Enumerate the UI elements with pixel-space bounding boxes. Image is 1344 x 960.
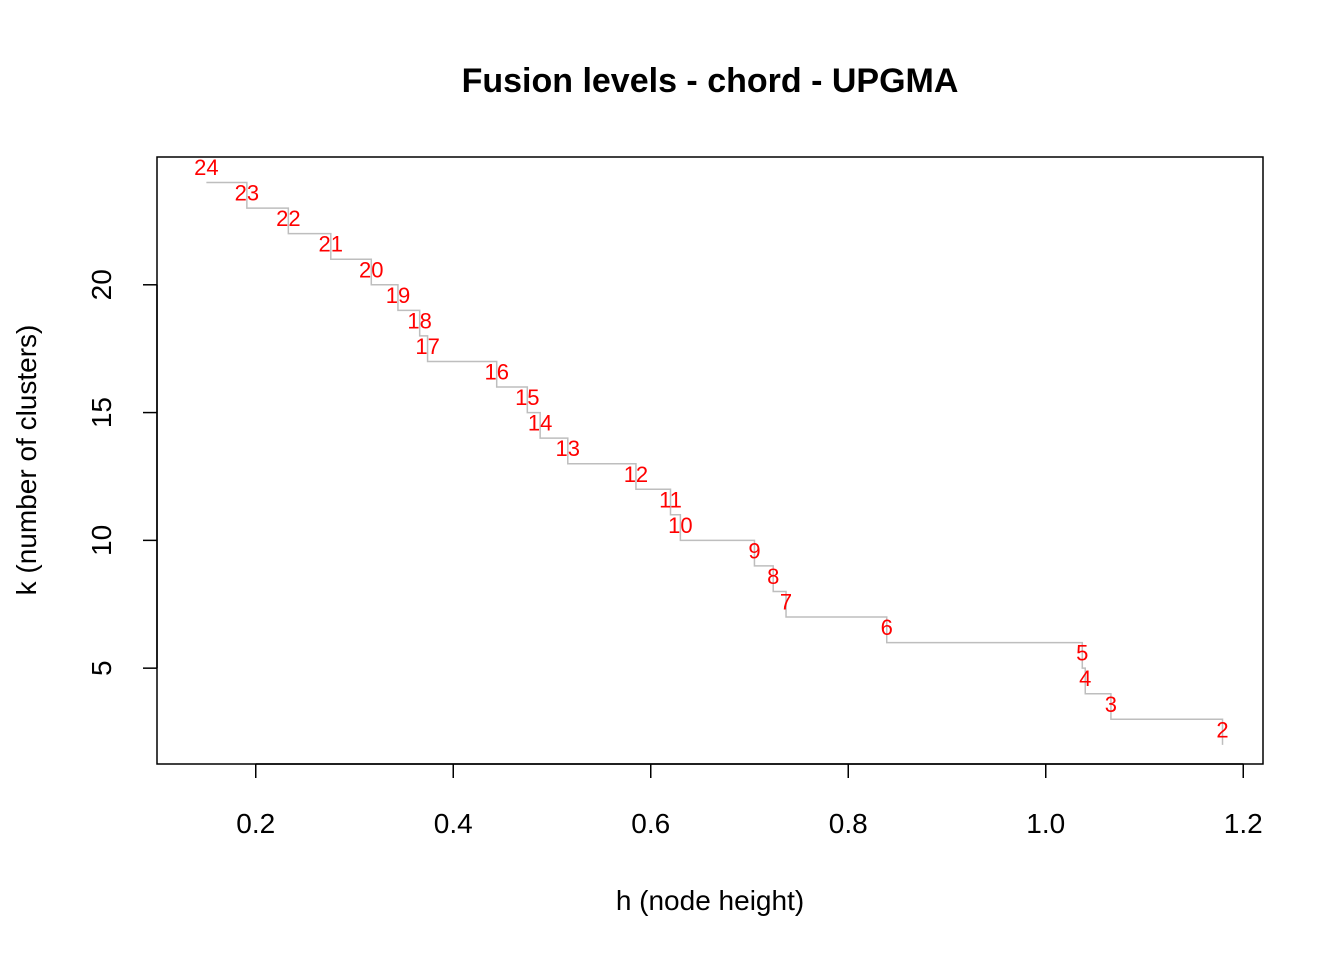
x-tick-label: 0.8 — [829, 808, 868, 839]
x-axis-label: h (node height) — [616, 885, 804, 916]
point-label: 12 — [624, 462, 648, 487]
y-axis: 5 10 15 20 — [86, 269, 158, 676]
point-label: 20 — [359, 257, 383, 282]
y-tick-label: 5 — [86, 660, 117, 676]
y-tick-label: 15 — [86, 397, 117, 428]
point-label: 14 — [528, 411, 552, 436]
y-tick-label: 10 — [86, 525, 117, 556]
point-label: 8 — [767, 564, 779, 589]
fusion-step-line — [206, 181, 1224, 745]
point-label: 13 — [556, 436, 580, 461]
point-label: 21 — [319, 232, 343, 257]
x-tick-label: 0.4 — [434, 808, 473, 839]
point-label: 3 — [1105, 692, 1117, 717]
point-label: 5 — [1076, 641, 1088, 666]
point-label: 22 — [276, 206, 300, 231]
x-tick-label: 1.0 — [1026, 808, 1065, 839]
x-tick-label: 1.2 — [1224, 808, 1263, 839]
x-axis: 0.2 0.4 0.6 0.8 1.0 1.2 — [236, 763, 1263, 839]
point-label: 4 — [1079, 666, 1091, 691]
x-tick-label: 0.2 — [236, 808, 275, 839]
point-label: 19 — [386, 283, 410, 308]
point-label: 10 — [668, 513, 692, 538]
x-tick-label: 0.6 — [631, 808, 670, 839]
point-label: 18 — [407, 308, 431, 333]
chart-title: Fusion levels - chord - UPGMA — [462, 62, 959, 100]
point-label: 9 — [748, 538, 760, 563]
point-label: 23 — [235, 181, 259, 206]
point-label: 24 — [194, 155, 218, 180]
point-label: 16 — [484, 360, 508, 385]
y-axis-label: k (number of clusters) — [11, 325, 42, 596]
y-tick-label: 20 — [86, 269, 117, 300]
point-label: 6 — [881, 615, 893, 640]
point-label: 17 — [415, 334, 439, 359]
point-label: 2 — [1216, 717, 1228, 742]
point-label: 11 — [659, 487, 682, 512]
point-label: 7 — [780, 590, 792, 615]
point-label: 15 — [515, 385, 539, 410]
